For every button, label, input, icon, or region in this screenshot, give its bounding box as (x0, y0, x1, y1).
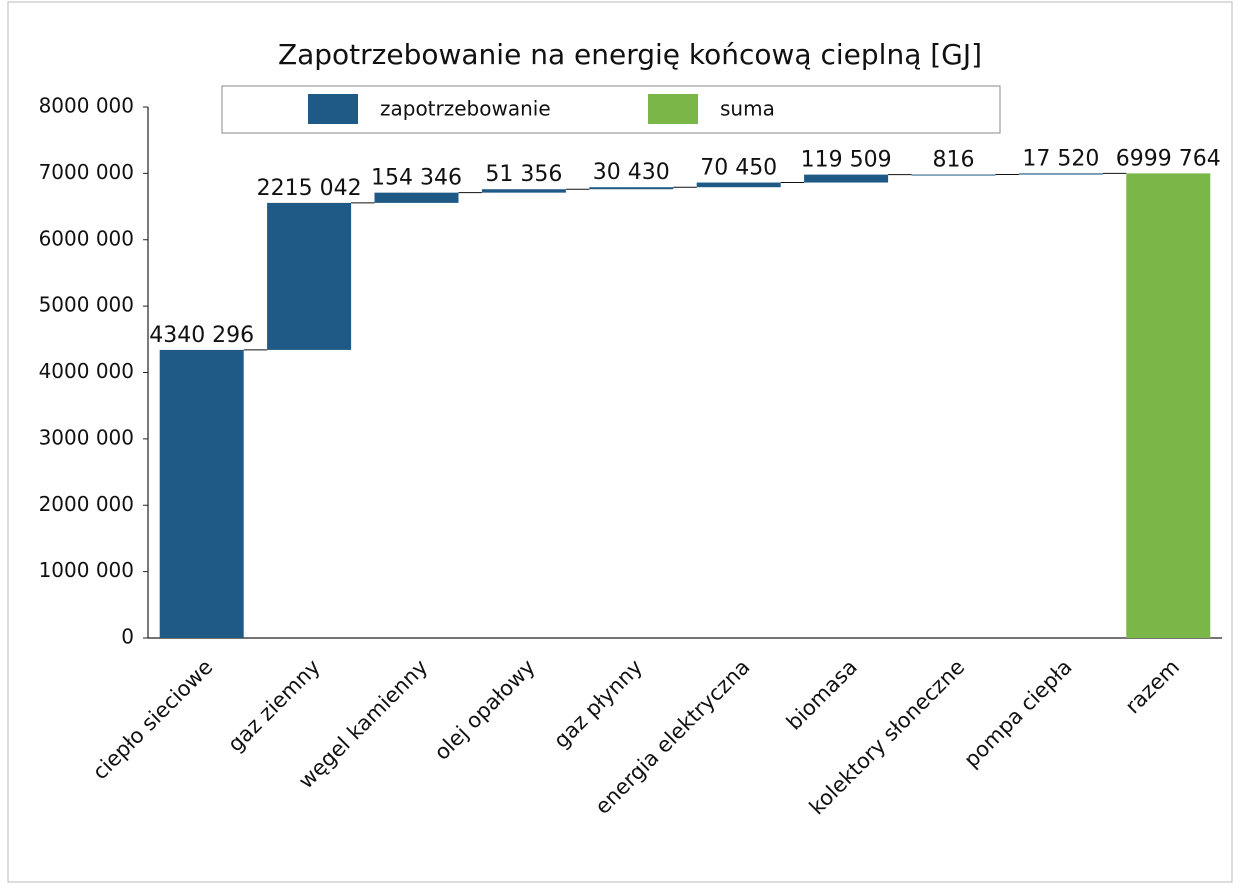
bar (481, 189, 566, 193)
x-tick-label: razem (1121, 655, 1185, 719)
value-label: 119 509 (801, 148, 892, 173)
value-label: 4340 296 (149, 323, 254, 348)
bar (804, 174, 889, 183)
value-label: 17 520 (1022, 146, 1099, 171)
bar (374, 192, 459, 203)
value-label: 51 356 (485, 162, 562, 187)
x-tick-label: olej opałowy (430, 655, 540, 765)
y-tick-label: 0 (121, 625, 134, 649)
value-label: 2215 042 (257, 176, 362, 201)
value-label: 30 430 (593, 160, 670, 185)
y-tick-label: 2000 000 (39, 492, 134, 516)
value-label: 6999 764 (1116, 146, 1221, 171)
y-tick-label: 6000 000 (39, 226, 134, 250)
x-tick-label: biomasa (782, 655, 862, 735)
x-tick-label: gaz płynny (549, 655, 647, 753)
value-label: 816 (933, 148, 975, 173)
y-tick-label: 7000 000 (39, 160, 134, 184)
x-tick-label: pompa ciepła (959, 655, 1076, 772)
bar (589, 187, 674, 190)
bar (1126, 173, 1211, 638)
x-tick-label: gaz ziemny (223, 655, 325, 757)
chart-title: Zapotrzebowanie na energię końcową ciepl… (278, 38, 982, 71)
y-tick-label: 8000 000 (39, 94, 134, 118)
y-tick-label: 5000 000 (39, 293, 134, 317)
chart-frame (7, 1, 1233, 883)
bar (696, 182, 781, 188)
legend-swatch (648, 94, 698, 124)
value-label: 154 346 (371, 166, 462, 191)
y-tick-label: 4000 000 (39, 359, 134, 383)
bar (159, 349, 244, 638)
legend-label: zapotrzebowanie (380, 97, 551, 121)
bar (911, 174, 996, 176)
x-tick-label: ciepło sieciowe (88, 655, 217, 785)
bar (1018, 173, 1103, 175)
y-tick-label: 1000 000 (39, 558, 134, 582)
bar (267, 202, 352, 350)
legend-swatch (308, 94, 358, 124)
y-tick-label: 3000 000 (39, 425, 134, 449)
value-label: 70 450 (700, 156, 777, 181)
legend-label: suma (720, 97, 775, 121)
